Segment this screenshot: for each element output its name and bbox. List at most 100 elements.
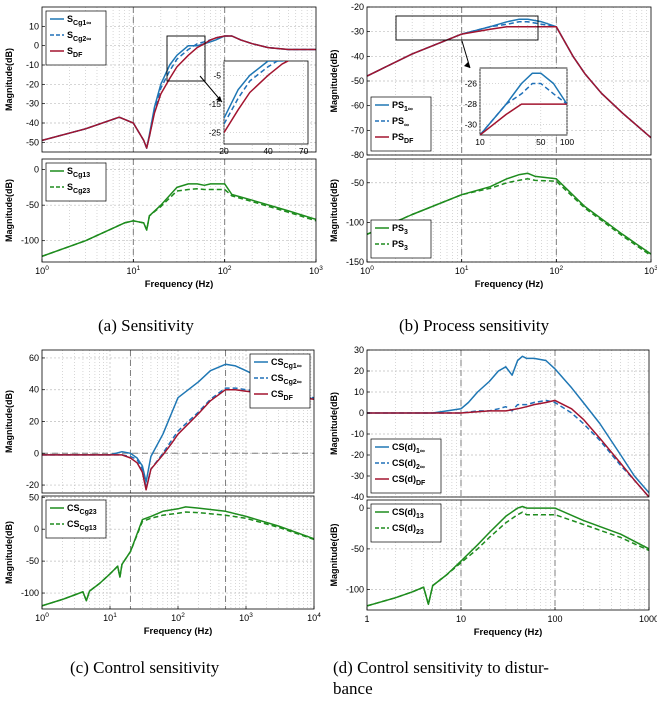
legend-box [45,162,107,202]
axes-box [366,499,650,611]
y-tick-label: 10 [29,21,39,31]
legend: CSCg23 CSCg13 [45,499,107,539]
y-tick-label: 60 [29,353,39,363]
legend: SCg1∞ SCg2∞ SDF [45,10,107,66]
y-tick-label: -50 [26,200,39,210]
x-tick-label: 10 [456,614,466,624]
series-line-CS_Cg2∞ [42,387,314,489]
inset-series-line-S_DF [224,61,290,133]
x-tick-label: 103 [309,265,323,276]
series-line-CS(d)_DF [367,399,649,497]
legend-entry: CSDF [271,389,294,402]
inset-box [223,60,309,145]
series-group [42,506,314,607]
inset-y-tick-label: -30 [465,120,478,130]
legend: PS1∞ PS∞ PSDF [370,96,432,152]
legend: CS(d)13 CS(d)23 [370,503,442,543]
legend-entry: SCg2∞ [67,30,91,43]
y-axis-label: Magnitude(dB) [4,48,14,111]
inset-x-tick-label: 10 [475,137,485,147]
y-axis-label: Magnitude(dB) [329,524,339,587]
y-tick-label: 0 [34,165,39,175]
legend-box [45,499,107,539]
inset-x-tick-label: 20 [219,146,229,156]
y-axis-label: Magnitude(dB) [4,390,14,453]
legend-entry: PS1∞ [392,100,413,113]
y-tick-label: -150 [346,257,364,267]
y-tick-label: 40 [29,385,39,395]
legend-entry: PS∞ [392,116,409,129]
zoom-arrow-head [464,62,470,68]
y-tick-label: 0 [359,503,364,513]
y-tick-label: -30 [351,27,364,37]
x-tick-label: 101 [127,265,141,276]
y-tick-label: 10 [354,387,364,397]
legend-entry: CS(d)DF [392,474,426,487]
legend-entry: CSCg2∞ [271,373,302,386]
legend-entry: CS(d)13 [392,507,424,520]
series-line-CS(d)_2∞ [367,399,649,497]
x-tick-label: 101 [103,612,117,623]
series-line-CS_Cg13 [42,511,314,607]
y-tick-label: -50 [26,556,39,566]
x-tick-label: 100 [547,614,562,624]
x-tick-label: 104 [307,612,321,623]
series-group [42,363,314,491]
y-tick-label: 0 [34,448,39,458]
legend-entry: SDF [67,46,83,59]
y-tick-label: -100 [346,217,364,227]
series-group [367,172,651,257]
series-line-S_Cg23 [42,188,316,258]
x-tick-label: 100 [360,265,374,276]
legend-entry: CS(d)23 [392,523,424,536]
x-axis-label: Frequency (Hz) [475,279,544,290]
inset-b_top: 10 50 100 -26 -28 -30 [395,15,574,147]
x-axis-label: Frequency (Hz) [474,627,543,638]
inset-x-tick-label: 50 [536,137,546,147]
y-tick-label: -100 [21,236,39,246]
x-tick-label: 102 [171,612,185,623]
x-tick-label: 103 [644,265,657,276]
inset-y-tick-label: -5 [213,70,221,80]
axes-box [41,6,317,153]
caption-d-line1: (d) Control sensitivity to distur- [333,658,549,677]
y-tick-label: 20 [29,417,39,427]
legend-entry: CSCg1∞ [271,357,302,370]
chart-a_bot: 0 -50 -100 100 101 102 103 Magnitude(dB) Frequen… [4,158,323,290]
zoom-arrow [461,40,471,69]
x-tick-label: 101 [455,265,469,276]
y-axis-label: Magnitude(dB) [329,179,339,242]
caption-a: (a) Sensitivity [98,316,194,335]
legend: CSCg1∞ CSCg2∞ CSDF [249,353,311,409]
inset-x-tick-label: 40 [263,146,273,156]
zoom-box [395,15,539,41]
y-tick-label: -30 [351,471,364,481]
y-tick-label: -70 [351,125,364,135]
x-axis-label: Frequency (Hz) [144,626,213,637]
chart-a_top: 10 0 -10 -20 -30 -40 -50 Magnitude(dB) SCg1∞ SCg2… [4,6,317,156]
y-tick-label: -20 [26,480,39,490]
inset-series [480,72,567,135]
x-tick-label: 102 [218,265,232,276]
legend-box [370,219,432,259]
series-line-CS(d)_23 [367,511,649,607]
legend: SCg13 SCg23 [45,162,107,202]
y-tick-label: 50 [29,492,39,502]
legend-entry: SCg13 [67,166,90,179]
y-tick-label: -10 [351,429,364,439]
series-line-PS_DF [367,25,651,139]
y-tick-label: 30 [354,345,364,355]
legend-entry: PSDF [392,132,414,145]
zoom-arrow-head [216,96,222,102]
caption-b: (b) Process sensitivity [399,316,550,335]
y-tick-label: -40 [351,51,364,61]
y-axis-label: Magnitude(dB) [329,50,339,113]
x-tick-label: 100 [35,612,49,623]
inset-a_top: 20 40 70 -5 -15 -25 [166,35,309,156]
y-axis-label: Magnitude(dB) [4,179,14,242]
